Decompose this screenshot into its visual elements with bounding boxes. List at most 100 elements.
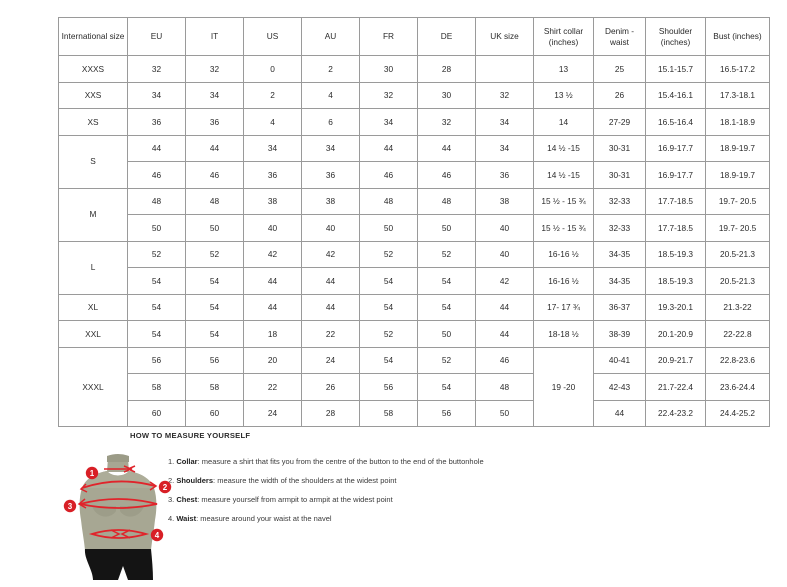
cell-denim: 25 xyxy=(593,55,646,83)
table-header-row: International size EU IT US AU FR DE UK … xyxy=(58,17,770,56)
cell-au: 38 xyxy=(301,187,360,215)
table-row: XXL 54 54 18 22 52 50 44 18-18 ½ 38-39 20.1-20.9 22… xyxy=(58,320,770,348)
cell-shirt-collar: 17- 17 ¾ xyxy=(533,293,594,321)
table-row: 60 60 24 28 58 56 50 44 22.4-23.2 24.4-25.2 xyxy=(59,399,770,427)
size-chart-table: International size EU IT US AU FR DE UK … xyxy=(58,17,770,427)
cell-de: 32 xyxy=(417,108,476,136)
how-to-measure-section: HOW TO MEASURE YOURSELF xyxy=(63,431,484,580)
cell-fr: 58 xyxy=(359,399,418,427)
cell-shirt-collar: 18-18 ½ xyxy=(533,320,594,348)
cell-us: 44 xyxy=(243,293,302,321)
cell-bust: 22.8-23.6 xyxy=(705,346,770,374)
cell-de: 44 xyxy=(417,134,476,162)
cell-au: 22 xyxy=(301,320,360,348)
cell-uk: 44 xyxy=(475,293,534,321)
measure-step-term: Shoulders xyxy=(174,476,214,485)
torso-measurement-figure: 1 2 3 4 xyxy=(62,454,180,582)
cell-au: 44 xyxy=(301,267,360,295)
column-header-fr: FR xyxy=(359,17,418,56)
cell-eu: 54 xyxy=(127,320,186,348)
cell-au: 6 xyxy=(301,108,360,136)
cell-it: 60 xyxy=(185,399,244,427)
table-row: XXXL 56 56 20 24 54 52 46 19 -20 40-41 20.9-21.7 22… xyxy=(58,346,770,427)
waist-arrow-right xyxy=(110,529,121,539)
cell-fr: 54 xyxy=(359,346,418,374)
neck-top-shape xyxy=(107,454,129,462)
cell-uk: 40 xyxy=(475,214,534,242)
table-row: XS 36 36 4 6 34 32 34 14 27-29 16.5-16.4 18.1-18.9 xyxy=(58,108,770,136)
cell-fr: 56 xyxy=(359,373,418,401)
cell-shirt-collar: 14 ½ -15 xyxy=(533,134,594,162)
cell-de: 50 xyxy=(417,214,476,242)
table-row: 58 58 22 26 56 54 48 42-43 21.7-22.4 23.6-24.4 xyxy=(59,373,770,401)
cell-shirt-collar: 15 ½ - 15 ¾ xyxy=(533,214,594,242)
torso-diagram-svg: 1 2 3 4 xyxy=(63,454,172,580)
cell-eu: 56 xyxy=(127,346,186,374)
measure-step-text: : measure a shirt that fits you from the… xyxy=(197,457,484,466)
cell-de: 54 xyxy=(417,267,476,295)
cell-denim: 34-35 xyxy=(593,240,646,268)
cell-uk: 38 xyxy=(475,187,534,215)
cell-de: 30 xyxy=(417,81,476,109)
cell-denim: 32-33 xyxy=(593,187,646,215)
measure-step-term: Waist xyxy=(174,514,197,523)
cell-intl-size: XL xyxy=(58,293,128,321)
cell-it: 46 xyxy=(185,161,244,189)
cell-denim: 36-37 xyxy=(593,293,646,321)
cell-shirt-collar: 16-16 ½ xyxy=(533,240,594,268)
cell-us: 44 xyxy=(243,267,302,295)
cell-denim: 34-35 xyxy=(593,267,646,295)
chest-measure-arc xyxy=(79,498,158,509)
cell-intl-size: XXL xyxy=(58,320,128,348)
cell-denim: 44 xyxy=(593,399,646,427)
cell-de: 28 xyxy=(417,55,476,83)
cell-us: 18 xyxy=(243,320,302,348)
measure-step-number: 3. xyxy=(168,495,175,504)
cell-it: 50 xyxy=(185,214,244,242)
marker-3: 3 xyxy=(63,499,77,513)
cell-eu: 32 xyxy=(127,55,186,83)
cell-fr: 34 xyxy=(359,108,418,136)
cell-shirt-collar: 13 ½ xyxy=(533,81,594,109)
cell-uk: 50 xyxy=(475,399,534,427)
table-row: M 48 48 38 38 48 48 38 15 ½ - 15 ¾ 32-33 17.7-18.5… xyxy=(58,187,770,242)
cell-fr: 32 xyxy=(359,81,418,109)
cell-bust: 21.3-22 xyxy=(705,293,770,321)
marker-4: 4 xyxy=(150,528,164,542)
cell-denim: 27-29 xyxy=(593,108,646,136)
cell-uk: 48 xyxy=(475,373,534,401)
cell-it: 48 xyxy=(185,187,244,215)
table-head: International size EU IT US AU FR DE UK … xyxy=(58,17,770,56)
cell-bust: 18.9-19.7 xyxy=(705,134,770,162)
cell-fr: 30 xyxy=(359,55,418,83)
marker-1-label: 1 xyxy=(90,469,95,478)
shorts-shape xyxy=(84,549,153,580)
cell-shoulder: 16.9-17.7 xyxy=(645,161,706,189)
waist-arrow-left xyxy=(120,529,131,539)
cell-eu: 52 xyxy=(127,240,186,268)
cell-uk: 34 xyxy=(475,134,534,162)
how-to-measure-title: HOW TO MEASURE YOURSELF xyxy=(130,431,251,440)
cell-intl-size: XXS xyxy=(58,81,128,109)
cell-bust: 24.4-25.2 xyxy=(705,399,770,427)
cell-eu: 36 xyxy=(127,108,186,136)
measure-steps-list: 1. Collar: measure a shirt that fits you… xyxy=(168,448,484,534)
cell-denim: 38-39 xyxy=(593,320,646,348)
cell-shoulder: 18.5-19.3 xyxy=(645,267,706,295)
cell-denim: 26 xyxy=(593,81,646,109)
cell-denim: 30-31 xyxy=(593,134,646,162)
cell-denim: 42-43 xyxy=(593,373,646,401)
table-row: S 44 44 34 34 44 44 34 14 ½ -15 30-31 16.9-17.7 18.… xyxy=(58,134,770,189)
column-header-eu: EU xyxy=(127,17,186,56)
shoulders-arrow-left xyxy=(79,483,88,493)
column-header-intl: International size xyxy=(58,17,128,56)
cell-eu: 46 xyxy=(127,161,186,189)
cell-us: 34 xyxy=(243,134,302,162)
measure-step-number: 4. xyxy=(168,514,175,523)
cell-shirt-collar: 14 xyxy=(533,108,594,136)
cell-us: 36 xyxy=(243,161,302,189)
cell-bust: 19.7- 20.5 xyxy=(705,187,770,215)
cell-it: 54 xyxy=(185,320,244,348)
cell-us: 38 xyxy=(243,187,302,215)
cell-shoulder: 22.4-23.2 xyxy=(645,399,706,427)
